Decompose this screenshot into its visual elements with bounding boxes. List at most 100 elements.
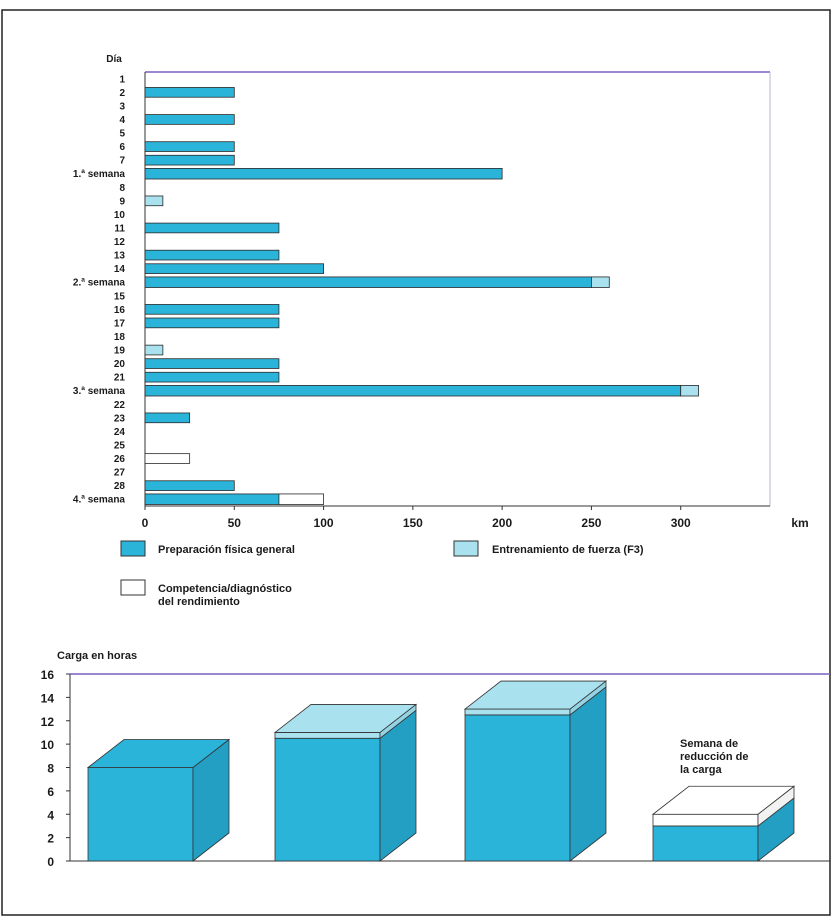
legend-item-competition: Competencia/diagnóstico del rendimiento <box>120 579 292 608</box>
km-chart-category-label: 18 <box>114 332 126 343</box>
km-chart-bar <box>144 385 682 397</box>
legend-label-line: Competencia/diagnóstico <box>158 583 292 595</box>
hours-chart-box-front <box>464 708 571 716</box>
km-chart-bar <box>144 87 235 98</box>
km-chart-category-label: 1.ª semana <box>73 169 126 180</box>
km-chart-category-label: 5 <box>119 129 125 140</box>
km-chart-category-label: 15 <box>114 291 126 302</box>
km-chart-category-label: 22 <box>114 400 126 411</box>
km-chart-category-label: 13 <box>114 251 126 262</box>
km-chart-bar <box>144 114 235 125</box>
hours-chart-annotation-line: la carga <box>680 764 722 776</box>
km-chart-xtick-label: 50 <box>228 516 242 530</box>
hours-chart-box-front <box>652 825 759 862</box>
km-chart-category-label: 2.ª semana <box>73 278 126 289</box>
km-chart-xticks: 0 50 100 150 200 250 300 <box>142 506 691 530</box>
hours-chart-box-top <box>463 680 608 710</box>
km-chart-category-label: 8 <box>119 183 125 194</box>
hours-chart-box <box>86 738 231 862</box>
km-chart-axes <box>144 71 771 507</box>
hours-chart-ytick-label: 14 <box>41 691 55 705</box>
hours-chart-ytick-label: 12 <box>41 715 55 729</box>
km-chart-category-label: 4.ª semana <box>73 495 126 506</box>
legend-swatch-strength <box>453 540 479 557</box>
hours-chart-ytick-label: 16 <box>41 668 55 682</box>
hours-chart-ytick-label: 0 <box>47 855 54 869</box>
km-chart-category-label: 12 <box>114 237 126 248</box>
km-chart-bar <box>680 385 699 397</box>
km-chart-bar <box>144 222 280 234</box>
km-chart-category-label: 11 <box>114 223 125 234</box>
km-chart-category-label: 14 <box>114 264 126 275</box>
km-chart-bar <box>144 317 280 329</box>
km-chart-bar <box>144 263 324 274</box>
km-chart-category-label: 24 <box>114 427 126 438</box>
km-chart-category-label: 16 <box>114 305 126 316</box>
hours-chart-box <box>651 785 796 862</box>
km-chart-xtick-label: 300 <box>671 516 691 530</box>
hours-chart: Carga en horas 0 2 4 6 8 10 12 14 16 Semana de re… <box>41 650 830 869</box>
legend-item-general: Preparación física general <box>120 540 295 557</box>
km-chart-category-label: 20 <box>114 359 126 370</box>
km-chart-bar <box>144 304 280 315</box>
hours-chart-box-front <box>87 767 194 862</box>
km-chart-bars <box>144 87 699 505</box>
km-chart-bar <box>144 276 592 288</box>
km-chart-bar <box>144 344 164 356</box>
km-chart-bar <box>144 154 235 166</box>
hours-chart-box-front <box>652 813 759 827</box>
hours-chart-yticks: 0 2 4 6 8 10 12 14 16 <box>41 668 70 869</box>
km-chart-xtick-label: 150 <box>403 516 423 530</box>
km-chart-xtick-label: 0 <box>142 516 149 530</box>
km-chart-bar <box>144 249 280 261</box>
hours-chart-box-top <box>86 739 231 768</box>
figure-border <box>1 9 831 916</box>
km-chart-bar <box>144 412 191 424</box>
km-chart-category-label: 3 <box>119 101 125 112</box>
km-chart-bar <box>591 276 610 288</box>
km-chart-ylabel: Día <box>106 54 122 65</box>
hours-chart-ytick-label: 6 <box>47 785 54 799</box>
km-chart-category-label: 10 <box>114 210 126 221</box>
hours-chart-box <box>273 703 418 862</box>
km-chart-category-label: 26 <box>114 454 126 465</box>
hours-chart-box-front <box>274 732 381 739</box>
hours-chart-ytick-label: 4 <box>47 808 54 822</box>
hours-chart-boxes <box>86 680 796 862</box>
km-chart-category-label: 7 <box>119 156 125 167</box>
km-chart-xtick-label: 200 <box>492 516 512 530</box>
km-chart-category-label: 6 <box>119 142 125 153</box>
km-chart-category-label: 3.ª semana <box>73 386 126 397</box>
legend-item-strength: Entrenamiento de fuerza (F3) <box>453 540 644 557</box>
legend-label-competition: Competencia/diagnóstico del rendimiento <box>158 583 292 608</box>
km-chart-bar <box>144 358 280 369</box>
km-chart-category-label: 2 <box>119 88 125 99</box>
legend: Preparación física general Entrenamiento… <box>120 540 644 608</box>
km-chart-category-label: 28 <box>114 481 126 492</box>
hours-chart-annotation: Semana de reducción de la carga <box>680 738 748 776</box>
legend-label-strength: Entrenamiento de fuerza (F3) <box>492 544 644 556</box>
km-chart-bar <box>144 371 280 383</box>
km-chart-category-label: 1 <box>119 74 125 85</box>
km-chart-category-label: 19 <box>114 346 126 357</box>
legend-swatch-competition <box>120 579 146 596</box>
hours-chart-annotation-line: reducción de <box>680 751 748 763</box>
km-chart-bar <box>144 168 503 180</box>
legend-label-general: Preparación física general <box>158 544 295 556</box>
hours-chart-box-side <box>569 686 607 862</box>
legend-swatch-general <box>120 540 146 557</box>
km-chart-xtick-label: 100 <box>314 516 334 530</box>
km-chart-bar <box>144 480 235 491</box>
hours-chart-box-front <box>464 714 571 862</box>
km-chart-xlabel: km <box>791 516 808 530</box>
km-chart-bar <box>144 141 235 152</box>
km-chart-xtick-label: 250 <box>581 516 601 530</box>
km-chart-category-label: 23 <box>114 413 126 424</box>
km-chart-category-label: 9 <box>119 196 125 207</box>
km-chart-bar <box>278 493 324 505</box>
legend-label-line: del rendimiento <box>158 596 240 608</box>
hours-chart-ytick-label: 2 <box>47 832 54 846</box>
